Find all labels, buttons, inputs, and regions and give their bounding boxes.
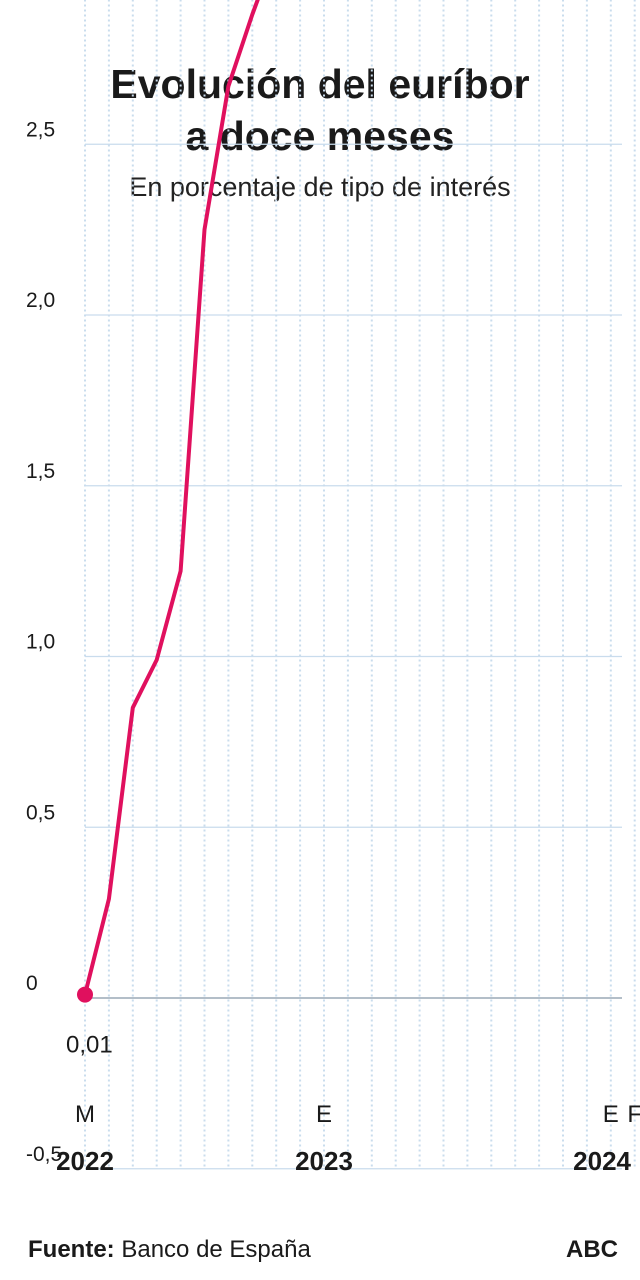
x-tick-month: E [316,1101,332,1128]
data-label: 0,01 [66,1032,113,1059]
x-tick-month: E [603,1101,619,1128]
x-tick-month: M [75,1101,95,1128]
data-point-marker [77,986,93,1003]
x-tick-month: F [627,1101,640,1128]
x-tick-year: 2023 [295,1146,353,1176]
y-tick-label: 0,5 [26,801,55,824]
y-tick-label: 1,0 [26,631,55,654]
y-tick-label: 2,0 [26,289,55,312]
y-tick-label: 2,5 [26,118,55,141]
euribor-series-line [83,0,260,997]
chart-subtitle: En porcentaje de tipo de interés [129,172,511,202]
brand-logo: ABC [566,1236,618,1263]
source-value: Banco de España [121,1236,311,1263]
line-chart: -0,500,51,01,52,02,53,03,54,00,013,67M20… [26,0,640,1176]
y-tick-label: -0,5 [26,1143,62,1166]
x-tick-year: 2022 [56,1146,114,1176]
y-tick-label: 0 [26,972,38,995]
x-tick-year: 2024 [573,1146,631,1176]
title-line-2: a doce meses [185,113,455,159]
title-line-1: Evolución del euríbor [110,61,530,107]
source-label: Fuente: [28,1236,115,1263]
y-tick-label: 1,5 [26,460,55,483]
source-credit: Fuente: Banco de España [28,1236,311,1264]
chart-title: Evolución del euríbor a doce meses [0,58,640,162]
